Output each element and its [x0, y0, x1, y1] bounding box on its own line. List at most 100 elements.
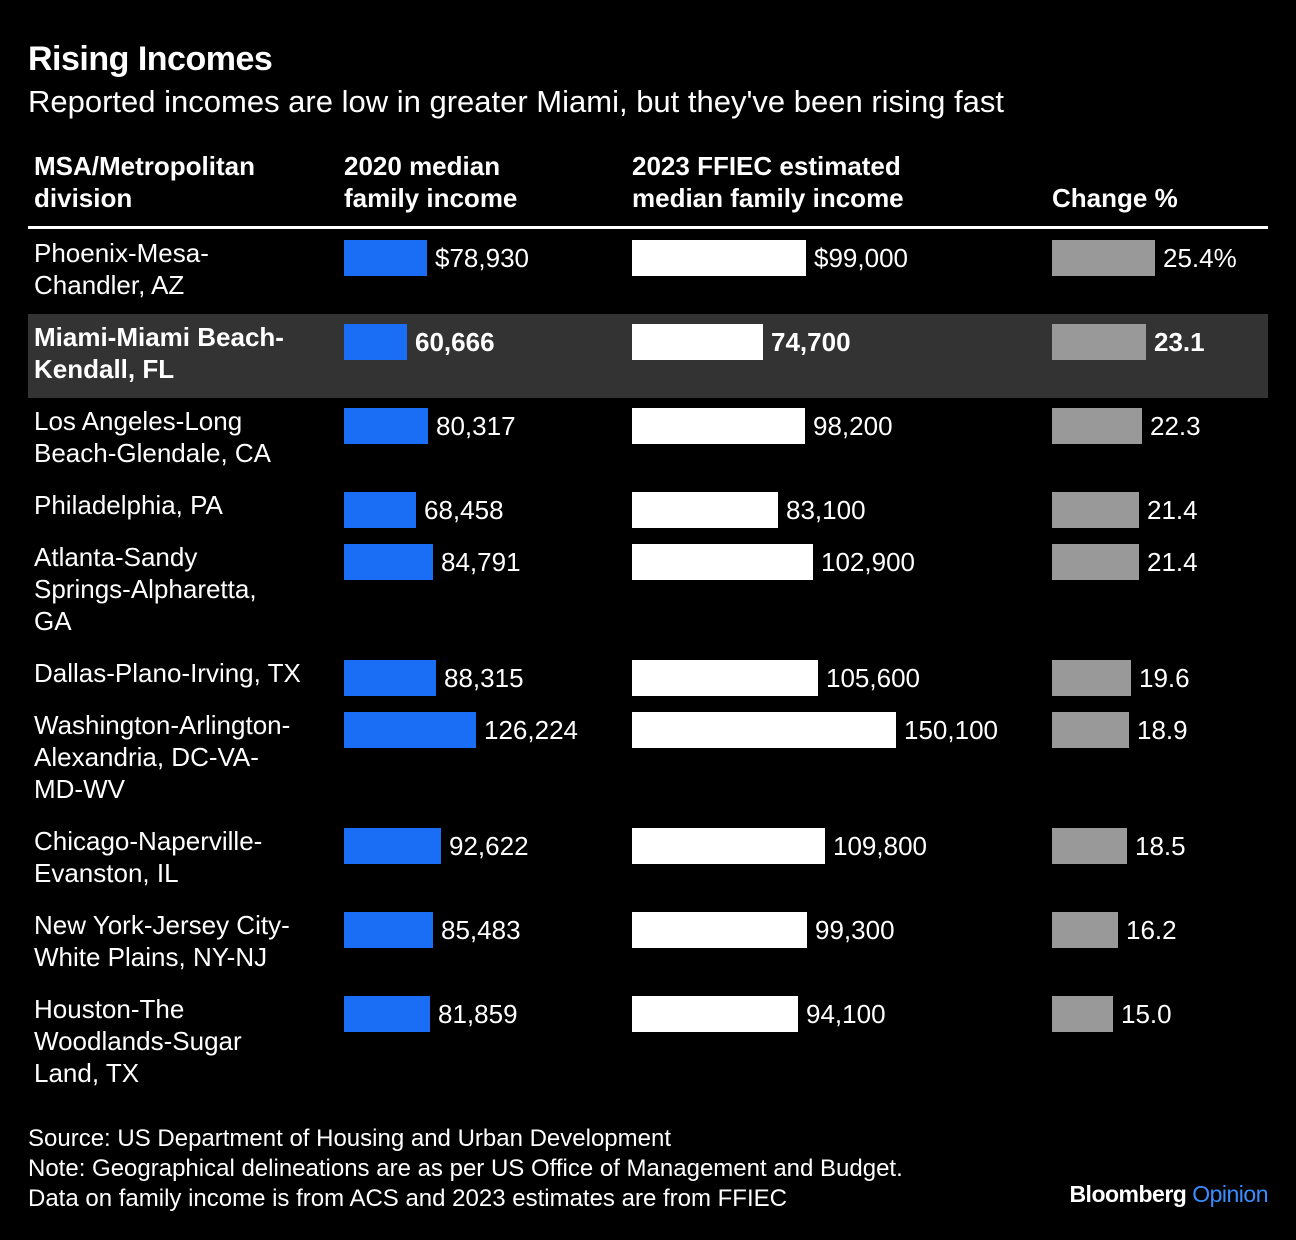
table-row: Miami-Miami Beach- Kendall, FL 60,666 74,70…	[28, 314, 1268, 398]
table-row: Phoenix-Mesa- Chandler, AZ $78,930 $99,000 2…	[28, 230, 1268, 314]
value-change-percent: 15.0	[1121, 999, 1172, 1029]
column-header-line: 2020 median	[344, 151, 501, 181]
value-2020-income: 80,317	[436, 411, 516, 441]
row-label-line: White Plains, NY-NJ	[34, 942, 268, 972]
value-2020-income: 68,458	[424, 495, 504, 525]
table-row: Washington-Arlington- Alexandria, DC-VA- M…	[28, 702, 1268, 818]
value-2023-income: 105,600	[826, 663, 920, 693]
value-2023-income: 102,900	[821, 547, 915, 577]
chart-title: Rising Incomes	[28, 40, 273, 78]
brand-logo: Bloomberg Opinion	[1069, 1181, 1268, 1208]
bar-2023-income	[632, 492, 778, 528]
value-2023-income: 150,100	[904, 715, 998, 745]
value-change-percent: 23.1	[1154, 327, 1205, 357]
column-header-line: family income	[344, 183, 518, 213]
brand-section: Opinion	[1192, 1181, 1268, 1207]
bar-2020-income	[344, 492, 416, 528]
bar-change-percent	[1052, 240, 1155, 276]
bar-2020-income	[344, 828, 441, 864]
value-2020-income: $78,930	[435, 243, 529, 273]
column-header-line: Change %	[1052, 183, 1178, 213]
value-2020-income: 85,483	[441, 915, 521, 945]
row-label: Philadelphia, PA	[34, 489, 223, 521]
row-label-line: Springs-Alpharetta,	[34, 574, 257, 604]
value-2020-income: 84,791	[441, 547, 521, 577]
bar-2020-income	[344, 408, 428, 444]
row-label-line: Beach-Glendale, CA	[34, 438, 272, 468]
row-label-line: Woodlands-Sugar	[34, 1026, 242, 1056]
bar-change-percent	[1052, 912, 1118, 948]
row-label-line: Chicago-Naperville-	[34, 826, 263, 856]
column-header-line: median family income	[632, 183, 904, 213]
row-label-line: Alexandria, DC-VA-	[34, 742, 259, 772]
bar-change-percent	[1052, 660, 1131, 696]
row-label-line: Land, TX	[34, 1058, 140, 1088]
column-header-income-2020: 2020 median family income	[344, 150, 517, 214]
row-label-line: MD-WV	[34, 774, 125, 804]
value-change-percent: 21.4	[1147, 547, 1198, 577]
bar-2020-income	[344, 660, 436, 696]
source-note: Source: US Department of Housing and Urb…	[28, 1125, 672, 1152]
header-divider	[28, 226, 1268, 229]
value-change-percent: 22.3	[1150, 411, 1201, 441]
row-label-line: Phoenix-Mesa-	[34, 238, 209, 268]
value-2020-income: 88,315	[444, 663, 524, 693]
row-label: Chicago-Naperville- Evanston, IL	[34, 825, 262, 889]
value-2023-income: 74,700	[771, 327, 851, 357]
table-row: Los Angeles-Long Beach-Glendale, CA 80,317…	[28, 398, 1268, 482]
bar-2020-income	[344, 240, 427, 276]
row-label: Washington-Arlington- Alexandria, DC-VA- M…	[34, 709, 290, 805]
table-row: Atlanta-Sandy Springs-Alpharetta, GA 84,791…	[28, 534, 1268, 650]
value-change-percent: 16.2	[1126, 915, 1177, 945]
bar-2020-income	[344, 996, 430, 1032]
row-label: New York-Jersey City- White Plains, NY-NJ	[34, 909, 290, 973]
value-change-percent: 18.9	[1137, 715, 1188, 745]
table-row: Philadelphia, PA 68,458 83,100 21.4	[28, 482, 1268, 534]
value-change-percent: 21.4	[1147, 495, 1198, 525]
value-2023-income: 109,800	[833, 831, 927, 861]
bar-2023-income	[632, 544, 813, 580]
row-label-line: Miami-Miami Beach-	[34, 322, 284, 352]
row-label-line: Washington-Arlington-	[34, 710, 291, 740]
chart-footer: Source: US Department of Housing and Urb…	[28, 1124, 903, 1214]
value-2023-income: 99,300	[815, 915, 895, 945]
column-header-line: division	[34, 183, 133, 213]
row-label: Miami-Miami Beach- Kendall, FL	[34, 321, 284, 385]
row-label: Los Angeles-Long Beach-Glendale, CA	[34, 405, 271, 469]
value-2020-income: 60,666	[415, 327, 495, 357]
row-label-line: Houston-The	[34, 994, 185, 1024]
value-2023-income: 98,200	[813, 411, 893, 441]
column-header-line: 2023 FFIEC estimated	[632, 151, 901, 181]
bar-change-percent	[1052, 828, 1127, 864]
table-row: Dallas-Plano-Irving, TX 88,315 105,600 19.6	[28, 650, 1268, 702]
value-2020-income: 92,622	[449, 831, 529, 861]
column-header-line: MSA/Metropolitan	[34, 151, 255, 181]
value-2023-income: $99,000	[814, 243, 908, 273]
bar-2023-income	[632, 912, 807, 948]
bar-2020-income	[344, 912, 433, 948]
bar-2020-income	[344, 712, 476, 748]
value-change-percent: 19.6	[1139, 663, 1190, 693]
geography-note: Note: Geographical delineations are as p…	[28, 1155, 903, 1182]
row-label-line: New York-Jersey City-	[34, 910, 290, 940]
value-2020-income: 126,224	[484, 715, 578, 745]
column-header-income-2023: 2023 FFIEC estimated median family incom…	[632, 150, 904, 214]
value-change-percent: 25.4%	[1163, 243, 1237, 273]
row-label-line: Dallas-Plano-Irving, TX	[34, 658, 301, 688]
bar-2020-income	[344, 544, 433, 580]
bar-2023-income	[632, 240, 806, 276]
row-label-line: Evanston, IL	[34, 858, 179, 888]
bar-2023-income	[632, 828, 825, 864]
brand-name: Bloomberg	[1069, 1181, 1187, 1207]
value-2023-income: 83,100	[786, 495, 866, 525]
chart-subtitle: Reported incomes are low in greater Miam…	[28, 84, 1005, 119]
value-change-percent: 18.5	[1135, 831, 1186, 861]
bar-2020-income	[344, 324, 407, 360]
bar-change-percent	[1052, 324, 1146, 360]
row-label-line: Kendall, FL	[34, 354, 175, 384]
column-header-msa: MSA/Metropolitan division	[34, 150, 255, 214]
table-row: Houston-The Woodlands-Sugar Land, TX 81,859…	[28, 986, 1268, 1102]
row-label-line: Los Angeles-Long	[34, 406, 243, 436]
bar-2023-income	[632, 712, 896, 748]
